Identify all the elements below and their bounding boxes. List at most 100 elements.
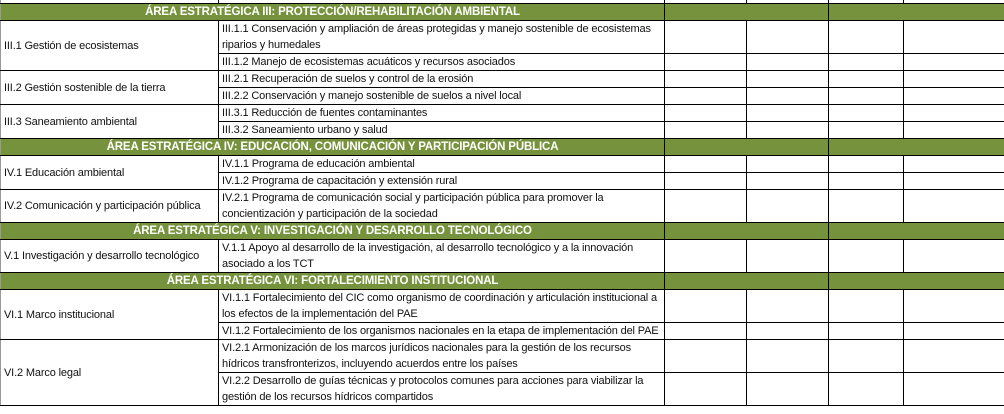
- empty-cell[interactable]: [664, 104, 747, 122]
- cell[interactable]: [664, 272, 829, 290]
- line-of-action[interactable]: VI.2 Marco legal: [0, 339, 219, 406]
- cell[interactable]: [828, 222, 1004, 240]
- empty-cell[interactable]: [903, 53, 1004, 71]
- empty-cell[interactable]: [903, 121, 1004, 139]
- section-title: ÁREA ESTRATÉGICA IV: EDUCACIÓN, COMUNICA…: [0, 138, 665, 156]
- table-row: VI.1.2 Fortalecimiento de los organismos…: [1, 322, 1004, 340]
- empty-cell[interactable]: [746, 322, 829, 340]
- section-title: ÁREA ESTRATÉGICA III: PROTECCIÓN/REHABIL…: [0, 3, 665, 21]
- empty-cell[interactable]: [746, 70, 829, 88]
- table-row: III.3 Saneamiento ambiental III.3.1 Reduc…: [0, 104, 1004, 139]
- table-row: VI.2.2 Desarrollo de guías técnicas y pr…: [1, 372, 1004, 406]
- empty-cell[interactable]: [746, 104, 829, 122]
- action-item[interactable]: VI.1.1 Fortalecimiento del CIC como orga…: [218, 289, 665, 323]
- cell[interactable]: [664, 138, 829, 156]
- action-item[interactable]: IV.1.2 Programa de capacitación y extens…: [218, 172, 665, 190]
- empty-cell[interactable]: [746, 239, 829, 273]
- empty-cell[interactable]: [903, 239, 1004, 273]
- action-item[interactable]: III.1.1 Conservación y ampliación de áre…: [218, 20, 665, 54]
- cell[interactable]: [828, 138, 1004, 156]
- empty-cell[interactable]: [664, 87, 747, 105]
- empty-cell[interactable]: [664, 20, 747, 54]
- empty-cell[interactable]: [664, 239, 747, 273]
- empty-cell[interactable]: [664, 53, 747, 71]
- empty-cell[interactable]: [903, 172, 1004, 190]
- empty-cell[interactable]: [664, 189, 747, 223]
- action-item[interactable]: III.3.1 Reducción de fuentes contaminant…: [218, 104, 665, 122]
- empty-cell[interactable]: [903, 289, 1004, 323]
- empty-cell[interactable]: [664, 121, 747, 139]
- empty-cell[interactable]: [746, 339, 829, 373]
- empty-cell[interactable]: [828, 87, 904, 105]
- action-item[interactable]: III.2.2 Conservación y manejo sostenible…: [218, 87, 665, 105]
- line-of-action[interactable]: III.1 Gestión de ecosistemas: [0, 20, 219, 71]
- empty-cell[interactable]: [828, 20, 904, 54]
- empty-cell[interactable]: [828, 104, 904, 122]
- empty-cell[interactable]: [903, 20, 1004, 54]
- empty-cell[interactable]: [664, 372, 747, 406]
- empty-cell[interactable]: [828, 289, 904, 323]
- empty-cell[interactable]: [664, 289, 747, 323]
- empty-cell[interactable]: [828, 239, 904, 273]
- empty-cell[interactable]: [746, 121, 829, 139]
- action-item[interactable]: IV.2.1 Programa de comunicación social y…: [218, 189, 665, 223]
- empty-cell[interactable]: [664, 155, 747, 173]
- action-item[interactable]: III.3.2 Saneamiento urbano y salud: [218, 121, 665, 139]
- action-item[interactable]: III.2.1 Recuperación de suelos y control…: [218, 70, 665, 88]
- cell[interactable]: [664, 3, 829, 21]
- empty-cell[interactable]: [903, 70, 1004, 88]
- section-title: ÁREA ESTRATÉGICA VI: FORTALECIMIENTO INS…: [0, 272, 665, 290]
- section-header-row: ÁREA ESTRATÉGICA VI: FORTALECIMIENTO INS…: [0, 272, 1004, 290]
- line-of-action[interactable]: VI.1 Marco institucional: [0, 289, 219, 340]
- empty-cell[interactable]: [746, 20, 829, 54]
- action-item[interactable]: VI.2.2 Desarrollo de guías técnicas y pr…: [218, 372, 665, 406]
- empty-cell[interactable]: [828, 155, 904, 173]
- empty-cell[interactable]: [828, 121, 904, 139]
- line-of-action[interactable]: III.3 Saneamiento ambiental: [0, 104, 219, 139]
- action-item[interactable]: IV.1.1 Programa de educación ambiental: [218, 155, 665, 173]
- table-row: VI.1 Marco institucional VI.1.1 Fortaleci…: [0, 289, 1004, 340]
- section-header-row: ÁREA ESTRATÉGICA III: PROTECCIÓN/REHABIL…: [0, 3, 1004, 21]
- table-row: IV.2 Comunicación y participación públic…: [0, 189, 1004, 223]
- empty-cell[interactable]: [746, 155, 829, 173]
- empty-cell[interactable]: [746, 289, 829, 323]
- action-item[interactable]: III.1.2 Manejo de ecosistemas acuáticos …: [218, 53, 665, 71]
- empty-cell[interactable]: [903, 372, 1004, 406]
- empty-cell[interactable]: [746, 372, 829, 406]
- section-title: ÁREA ESTRATÉGICA V: INVESTIGACIÓN Y DESA…: [0, 222, 665, 240]
- empty-cell[interactable]: [903, 339, 1004, 373]
- empty-cell[interactable]: [903, 189, 1004, 223]
- line-of-action[interactable]: III.2 Gestión sostenible de la tierra: [0, 70, 219, 105]
- empty-cell[interactable]: [903, 87, 1004, 105]
- cell[interactable]: [664, 222, 829, 240]
- empty-cell[interactable]: [828, 339, 904, 373]
- line-of-action[interactable]: IV.2 Comunicación y participación públic…: [0, 189, 219, 223]
- empty-cell[interactable]: [746, 53, 829, 71]
- empty-cell[interactable]: [828, 70, 904, 88]
- cell[interactable]: [828, 272, 1004, 290]
- empty-cell[interactable]: [746, 87, 829, 105]
- cell[interactable]: [828, 3, 1004, 21]
- empty-cell[interactable]: [903, 322, 1004, 340]
- line-of-action[interactable]: V.1 Investigación y desarrollo tecnológi…: [0, 239, 219, 273]
- empty-cell[interactable]: [664, 339, 747, 373]
- action-item[interactable]: V.1.1 Apoyo al desarrollo de la investig…: [218, 239, 665, 273]
- action-item[interactable]: VI.2.1 Armonización de los marcos jurídi…: [218, 339, 665, 373]
- empty-cell[interactable]: [746, 189, 829, 223]
- empty-cell[interactable]: [746, 172, 829, 190]
- line-of-action[interactable]: IV.1 Educación ambiental: [0, 155, 219, 190]
- empty-cell[interactable]: [664, 70, 747, 88]
- table-row: III.2 Gestión sostenible de la tierra III…: [0, 70, 1004, 105]
- empty-cell[interactable]: [828, 189, 904, 223]
- action-item[interactable]: VI.1.2 Fortalecimiento de los organismos…: [218, 322, 665, 340]
- empty-cell[interactable]: [828, 322, 904, 340]
- table-row: III.1 Gestión de ecosistemas III.1.1 Cons…: [0, 20, 1004, 71]
- empty-cell[interactable]: [828, 172, 904, 190]
- empty-cell[interactable]: [903, 155, 1004, 173]
- empty-cell[interactable]: [828, 372, 904, 406]
- empty-cell[interactable]: [903, 104, 1004, 122]
- empty-cell[interactable]: [664, 172, 747, 190]
- empty-cell[interactable]: [664, 322, 747, 340]
- empty-cell[interactable]: [828, 53, 904, 71]
